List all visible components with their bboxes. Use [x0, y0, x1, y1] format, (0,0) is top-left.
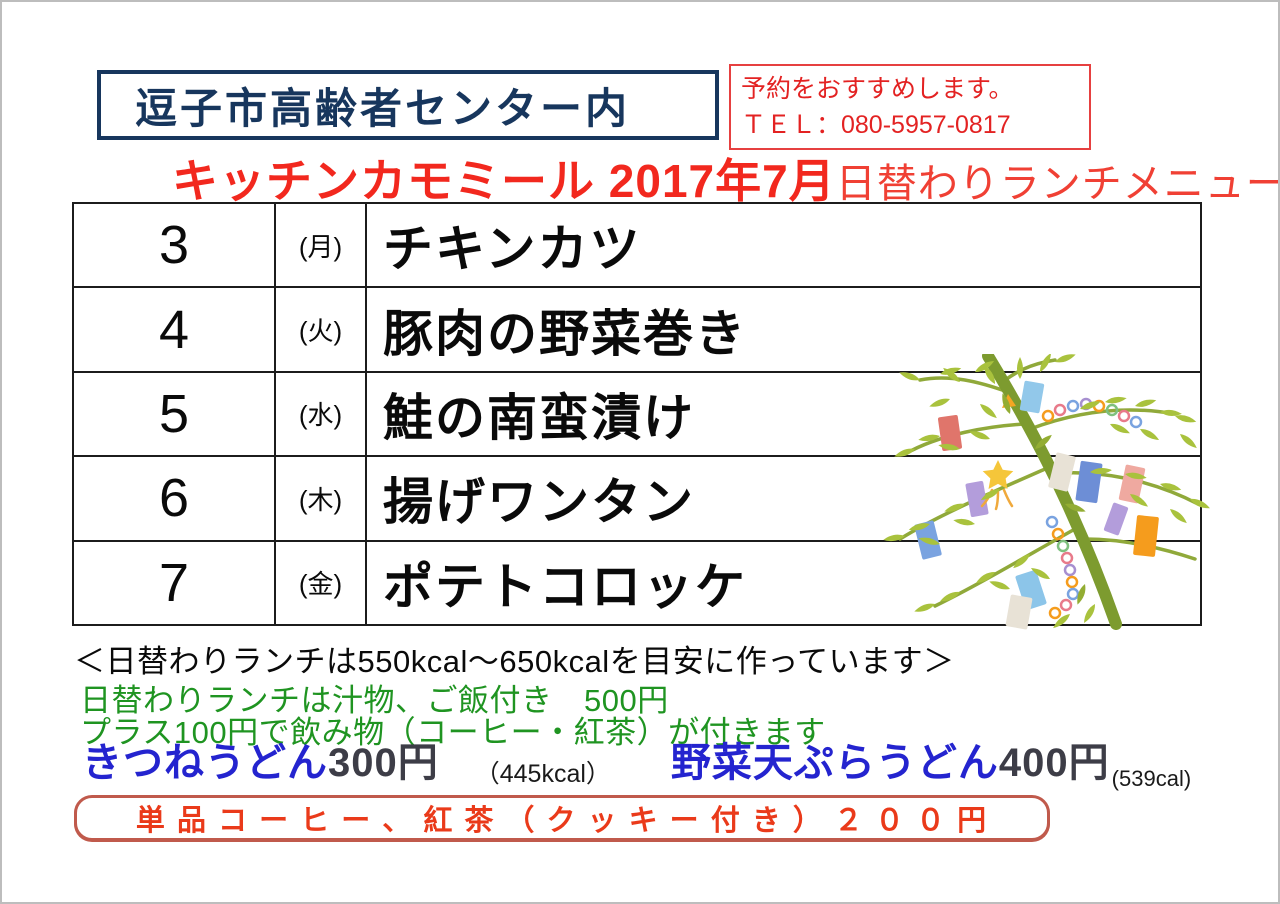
weekday-cell: (木): [274, 455, 367, 542]
table-row: 4 (火) 豚肉の野菜巻き: [72, 286, 1202, 373]
weekday-cell: (火): [274, 286, 367, 373]
udon-price-row: きつねうどん 300円 （445kcal） 野菜天ぷらうどん 400円 (539…: [82, 741, 1191, 790]
dish-cell: ポテトコロッケ: [365, 539, 1202, 627]
day-cell: 3: [72, 201, 276, 289]
kcal-guideline-note: ＜日替わりランチは550kcal～650kcalを目安に作っています＞: [74, 644, 955, 679]
udon-item2-kcal: (539cal): [1111, 766, 1192, 791]
drink-option-note: プラス100円で飲み物（コーヒー・紅茶）が付きます: [80, 715, 826, 750]
reservation-box: 予約をおすすめします。 ＴＥＬ：080-5957-0817: [729, 64, 1091, 150]
day-cell: 6: [72, 455, 276, 542]
dish-cell: チキンカツ: [365, 201, 1202, 289]
dish-cell: 揚げワンタン: [365, 455, 1202, 542]
day-cell: 7: [72, 539, 276, 627]
udon-item2-price: 400円: [998, 741, 1110, 785]
udon-item1-name: きつねうどん: [82, 741, 328, 785]
coffee-price-text: 単 品 コ ー ヒ ー 、 紅 茶 （ ク ッ キ ー 付 き ） ２ ０ ０ …: [135, 805, 989, 837]
menu-table: 3 (月) チキンカツ 4 (火) 豚肉の野菜巻き 5 (水) 鮭の南蛮漬け 6…: [72, 201, 1202, 627]
udon-item2-name: 野菜天ぷらうどん: [670, 741, 999, 785]
dish-cell: 豚肉の野菜巻き: [365, 286, 1202, 373]
weekday-cell: (金): [274, 539, 367, 627]
udon-item1-kcal: （445kcal）: [474, 760, 611, 788]
venue-label: 逗子市高齢者センター内: [135, 84, 631, 132]
lunch-price-note: 日替わりランチは汁物、ご飯付き 500円: [80, 683, 669, 718]
day-cell: 5: [72, 370, 276, 458]
udon-item1-price: 300円: [328, 741, 439, 785]
dish-cell: 鮭の南蛮漬け: [365, 370, 1202, 458]
table-row: 6 (木) 揚げワンタン: [72, 455, 1202, 542]
reservation-phone: ＴＥＬ：080-5957-0817: [741, 111, 1011, 140]
reservation-note: 予約をおすすめします。: [741, 75, 1014, 103]
table-row: 3 (月) チキンカツ: [72, 201, 1202, 289]
weekday-cell: (水): [274, 370, 367, 458]
title-main: キッチンカモミール 2017年7月: [172, 155, 836, 207]
table-row: 7 (金) ポテトコロッケ: [72, 539, 1202, 627]
page-title: キッチンカモミール 2017年7月 日替わりランチメニュー: [172, 145, 1280, 211]
day-cell: 4: [72, 286, 276, 373]
title-sub: 日替わりランチメニュー: [835, 162, 1280, 206]
weekday-cell: (月): [274, 201, 367, 289]
coffee-price-box: 単 品 コ ー ヒ ー 、 紅 茶 （ ク ッ キ ー 付 き ） ２ ０ ０ …: [74, 795, 1050, 841]
table-row: 5 (水) 鮭の南蛮漬け: [72, 370, 1202, 458]
venue-box: 逗子市高齢者センター内: [97, 70, 719, 140]
